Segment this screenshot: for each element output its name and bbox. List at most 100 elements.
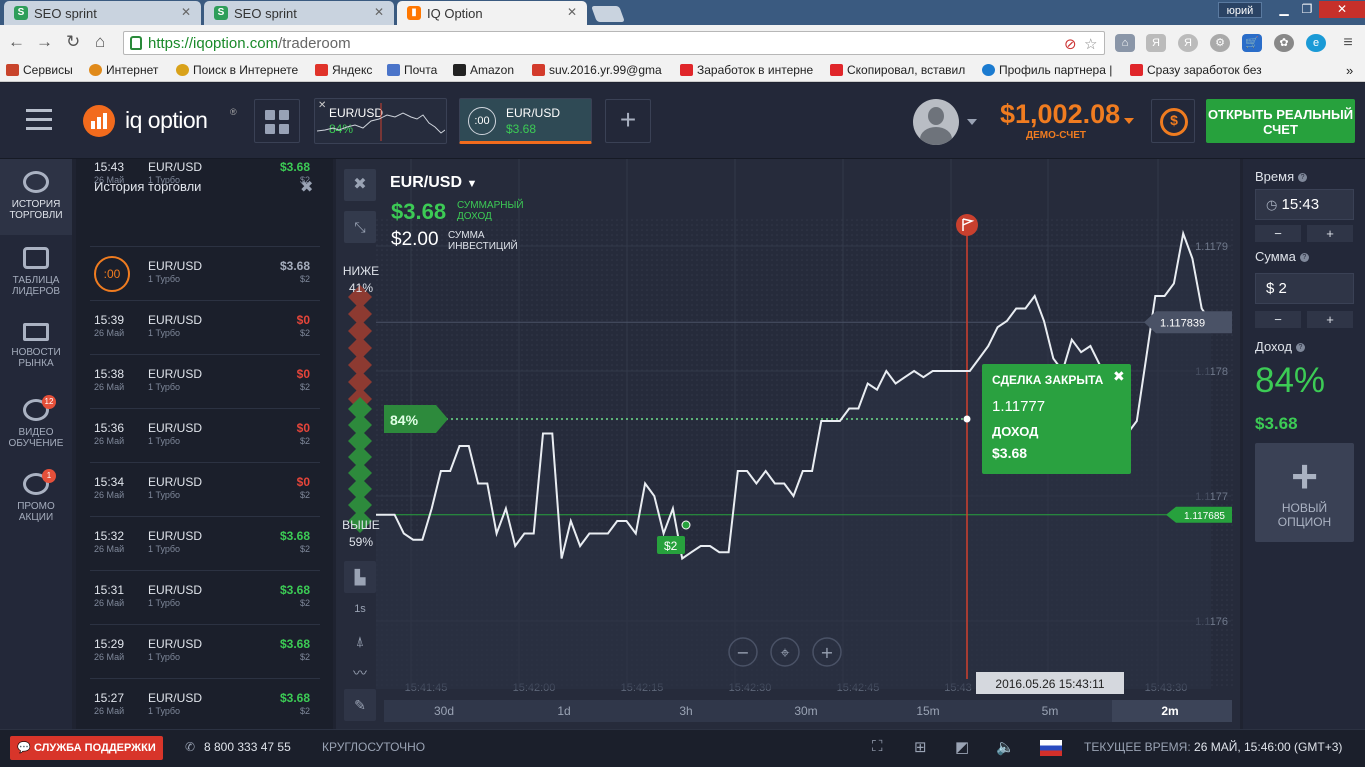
amount-field[interactable]: $ 2 [1255,273,1354,304]
browser-extension-icon[interactable]: e [1306,34,1326,52]
menu-icon[interactable]: ≡ [1343,34,1353,51]
bookmark-item[interactable]: Яндекс [315,63,372,77]
timeframe-15m[interactable]: 15m [916,704,940,718]
yandex-icon[interactable]: Я [1146,34,1166,52]
bookmark-item[interactable]: Amazon [453,63,514,77]
interval-1s-button[interactable]: 1s [354,603,366,615]
yandex-mail-icon[interactable]: Я [1178,34,1198,52]
history-row[interactable]: 15:27 26 Май EUR/USD 1 Турбо $3.68 $2 [90,678,320,729]
indicators-icon[interactable]: ⍋ [355,633,365,649]
history-row[interactable]: 15:31 26 Май EUR/USD 1 Турбо $3.68 $2 [90,570,320,623]
amount-plus-button[interactable]: + [1307,311,1353,328]
bookmark-item[interactable]: Почта [387,63,437,77]
expiry-time-field[interactable]: ◷ 15:43 [1255,189,1354,220]
layout-icon[interactable]: ⊞ [914,739,927,756]
collapse-icon[interactable]: ⤡ [344,211,376,243]
extension-icon[interactable]: ⌂ [1115,34,1135,52]
browser-profile[interactable]: юрий [1218,2,1262,18]
settings-gear-icon[interactable]: ⚙ [1210,34,1230,52]
reset-zoom-button[interactable] [770,637,800,667]
restore-icon[interactable]: ❐ [1301,2,1313,16]
time-plus-button[interactable]: + [1307,225,1353,242]
history-row[interactable]: :00 EUR/USD 1 Турбо $3.68 $2 [90,246,320,299]
bookmark-item[interactable]: suv.2016.yr.99@gma [532,63,662,77]
history-row[interactable]: 15:34 26 Май EUR/USD 1 Турбо $0 $2 [90,462,320,515]
close-tab-icon[interactable]: ✕ [566,5,577,19]
extension-icon[interactable]: ✿ [1274,34,1294,52]
browser-tab-iq-option[interactable]: ▮ IQ Option ✕ [397,1,587,25]
history-row[interactable]: 15:36 26 Май EUR/USD 1 Турбо $0 $2 [90,408,320,461]
fullscreen-icon[interactable]: ⛶ [872,738,883,755]
trend-line-icon[interactable]: 〰 [353,665,367,681]
more-bookmarks-icon[interactable]: » [1346,63,1354,78]
window-close-icon[interactable]: ✕ [1319,1,1365,18]
reload-icon[interactable]: ↻ [66,32,81,51]
history-row[interactable]: 15:39 26 Май EUR/USD 1 Турбо $0 $2 [90,300,320,353]
bookmarks-bar: Сервисы Интернет Поиск в Интернете Яндек… [0,60,1365,82]
new-tab-button[interactable] [591,6,625,22]
chart-type-area-icon[interactable]: ▙ [344,561,376,593]
sound-icon[interactable]: 🔈 [996,739,1015,756]
close-asset-icon[interactable]: ✕ [318,100,327,111]
bookmark-item[interactable]: Поиск в Интернете [176,63,298,77]
browser-tab-seo-sprint-1[interactable]: S SEO sprint ✕ [4,1,201,25]
open-real-account-button[interactable]: ОТКРЫТЬ РЕАЛЬНЫЙ СЧЕТ [1206,99,1355,143]
bookmark-item[interactable]: Скопировал, вставил [830,63,965,77]
sidebar-item-promo[interactable]: 1 ПРОМО АКЦИИ [0,469,72,523]
refill-balance-button[interactable]: $ [1151,99,1195,143]
minimize-icon[interactable]: ▁ [1279,2,1289,16]
home-icon[interactable]: ⌂ [95,32,106,51]
sidebar-item-leaderboard[interactable]: ТАБЛИЦА ЛИДЕРОВ [0,247,72,297]
chevron-down-icon[interactable] [967,119,977,125]
amount-minus-button[interactable]: − [1255,311,1301,328]
bookmark-star-icon[interactable]: ☆ [1084,36,1098,53]
close-tab-icon[interactable]: ✕ [180,5,191,19]
history-row[interactable]: 15:32 26 Май EUR/USD 1 Турбо $3.68 $2 [90,516,320,569]
draw-pencil-icon[interactable]: ✎ [344,689,376,721]
zoom-in-button[interactable] [812,637,842,667]
support-button[interactable]: 💬 СЛУЖБА ПОДДЕРЖКИ [10,736,163,760]
timeframe-1d[interactable]: 1d [557,704,571,718]
close-tab-icon[interactable]: ✕ [373,5,384,19]
russia-flag-icon[interactable] [1040,740,1062,756]
history-row[interactable]: 15:38 26 Май EUR/USD 1 Турбо $0 $2 [90,354,320,407]
hamburger-menu-icon[interactable] [26,109,52,131]
timeframe-5m[interactable]: 5m [1041,704,1059,718]
blocked-content-icon[interactable]: ⊘ [1064,36,1077,53]
bookmark-item[interactable]: Сразу заработок без [1130,63,1262,77]
add-asset-button[interactable]: + [605,99,651,143]
close-panel-icon[interactable]: ✖ [300,179,314,196]
history-row[interactable]: 15:43 26 Май EUR/USD 1 Турбо $3.68 $2 [90,159,320,200]
time-minus-button[interactable]: − [1255,225,1301,242]
new-option-button[interactable]: + НОВЫЙ ОПЦИОН [1255,443,1354,542]
sidebar-item-history[interactable]: ИСТОРИЯ ТОРГОВЛИ [0,159,72,235]
chart-asset-selector[interactable]: EUR/USD ▼ [390,174,478,191]
timeframe-30d[interactable]: 30d [433,704,455,718]
account-balance[interactable]: $1,002.08 [1000,99,1121,129]
browser-tab-seo-sprint-2[interactable]: S SEO sprint ✕ [204,1,394,25]
close-popup-icon[interactable]: ✖ [1113,368,1125,384]
timeframe-3h[interactable]: 3h [679,704,693,718]
zoom-out-button[interactable] [728,637,758,667]
address-bar[interactable]: https://iqoption.com/traderoom ⊘ ☆ [123,31,1105,55]
asset-tab-eur-usd-2[interactable]: :00 EUR/USD $3.68 [459,98,592,144]
sidebar-item-video[interactable]: 12 ВИДЕО ОБУЧЕНИЕ [0,395,72,449]
trading-chart[interactable]: 1.11791.11781.11771.117615:41:4515:42:00… [336,159,1240,729]
bookmark-item[interactable]: Профиль партнера | [982,63,1112,77]
asset-tab-eur-usd-1[interactable]: ✕ EUR/USD 84% [314,98,447,144]
user-avatar[interactable] [913,99,959,145]
bookmark-item[interactable]: Сервисы [6,63,73,77]
close-chart-icon[interactable]: ✖ [344,169,376,201]
chart-mode-icon[interactable]: ◩ [955,739,970,756]
bookmark-item[interactable]: Заработок в интерне [680,63,813,77]
history-row[interactable]: 15:29 26 Май EUR/USD 1 Турбо $3.68 $2 [90,624,320,677]
bookmark-item[interactable]: Интернет [89,63,158,77]
back-icon[interactable]: ← [8,32,25,51]
timeframe-2m[interactable]: 2m [1161,704,1179,718]
timeframe-30m[interactable]: 30m [794,704,818,718]
layout-grid-button[interactable] [254,99,300,143]
sidebar-item-news[interactable]: НОВОСТИ РЫНКА [0,323,72,369]
forward-icon[interactable]: → [36,32,53,51]
shopping-cart-icon[interactable]: 🛒 [1242,34,1262,52]
chevron-down-icon[interactable] [1124,118,1134,124]
